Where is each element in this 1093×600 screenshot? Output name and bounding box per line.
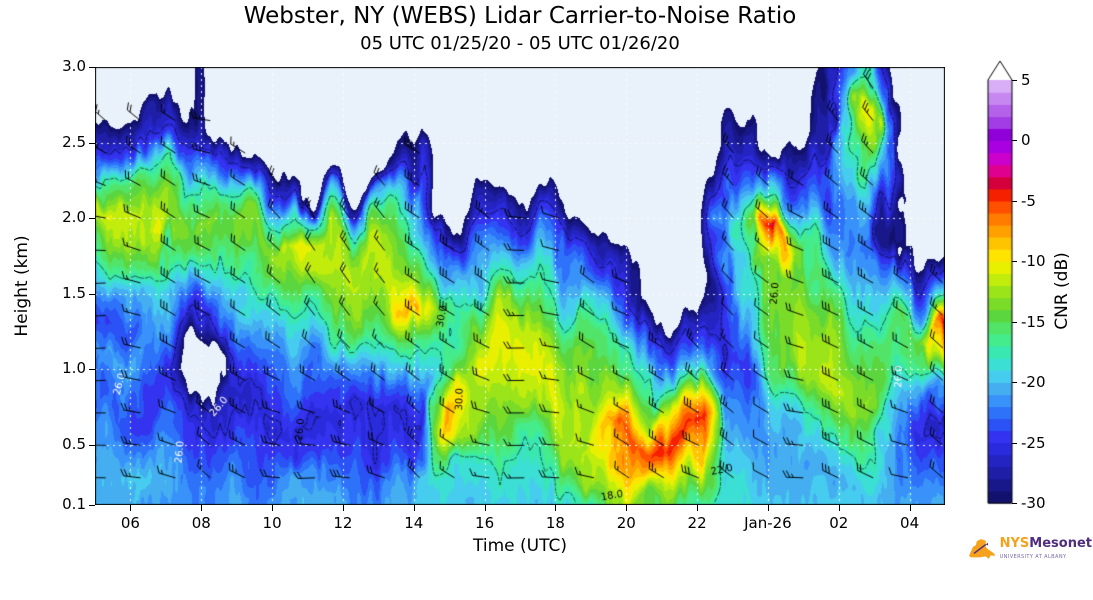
colorbar-tick-label: -30 bbox=[1021, 494, 1046, 512]
x-tick-mark bbox=[342, 505, 344, 511]
logo-name-part1: NYS bbox=[999, 535, 1030, 551]
y-tick-mark bbox=[89, 67, 95, 68]
x-tick-mark bbox=[767, 505, 769, 511]
colorbar-tick-mark bbox=[1012, 140, 1017, 142]
colorbar-tick-mark bbox=[1012, 261, 1017, 263]
x-tick-label: 16 bbox=[475, 514, 495, 532]
y-tick-label: 1.5 bbox=[62, 283, 86, 302]
colorbar-tick-label: -10 bbox=[1021, 252, 1046, 271]
chart-title: Webster, NY (WEBS) Lidar Carrier-to-Nois… bbox=[243, 3, 797, 29]
y-tick-mark bbox=[89, 444, 95, 446]
x-tick-label: 04 bbox=[900, 514, 920, 532]
colorbar-tick-label: -25 bbox=[1021, 433, 1046, 452]
y-tick-mark bbox=[89, 505, 95, 506]
y-axis-label: Height (km) bbox=[12, 235, 32, 337]
y-tick-label: 2.5 bbox=[62, 132, 86, 151]
x-tick-label: Jan-26 bbox=[744, 514, 792, 532]
colorbar-tick-label: -20 bbox=[1021, 373, 1046, 392]
colorbar-tick-mark bbox=[1012, 321, 1017, 323]
x-tick-mark bbox=[838, 505, 840, 511]
y-tick-label: 1.0 bbox=[62, 359, 86, 378]
y-tick-label: 0.5 bbox=[62, 434, 86, 453]
logo-text: NYSMesonet UNIVERSITY AT ALBANY bbox=[1000, 537, 1092, 564]
y-tick-label: 3.0 bbox=[62, 57, 86, 75]
x-tick-mark bbox=[697, 505, 699, 511]
chart-subtitle: 05 UTC 01/25/20 - 05 UTC 01/26/20 bbox=[360, 33, 680, 54]
colorbar-tick-label: -15 bbox=[1021, 312, 1046, 331]
x-tick-label: 06 bbox=[120, 514, 140, 532]
x-tick-label: 12 bbox=[333, 514, 353, 532]
colorbar-label: CNR (dB) bbox=[1052, 252, 1072, 330]
y-tick-mark bbox=[89, 142, 95, 144]
x-tick-mark bbox=[130, 505, 132, 511]
colorbar-tick-mark bbox=[1012, 503, 1017, 504]
logo-name-part2: Mesonet bbox=[1029, 535, 1092, 551]
x-tick-label: 02 bbox=[829, 514, 849, 532]
colorbar-tick-mark bbox=[1012, 80, 1017, 81]
x-tick-mark bbox=[201, 505, 203, 511]
colorbar-tick-label: -5 bbox=[1021, 191, 1036, 210]
logo-tagline: UNIVERSITY AT ALBANY bbox=[999, 553, 1067, 560]
colorbar-tick-label: 0 bbox=[1021, 131, 1031, 150]
ny-state-icon bbox=[968, 539, 996, 559]
colorbar-tick-mark bbox=[1012, 200, 1017, 202]
colorbar-tick-mark bbox=[1012, 382, 1017, 384]
x-tick-label: 20 bbox=[616, 514, 636, 532]
x-tick-mark bbox=[555, 505, 557, 511]
cnr-heatmap-plot bbox=[95, 67, 945, 505]
nys-mesonet-logo: NYSMesonet UNIVERSITY AT ALBANY bbox=[966, 514, 1092, 586]
x-tick-label: 18 bbox=[545, 514, 565, 532]
x-tick-label: 08 bbox=[191, 514, 211, 532]
x-axis-label: Time (UTC) bbox=[473, 536, 567, 556]
y-tick-mark bbox=[89, 369, 95, 371]
x-tick-label: 22 bbox=[687, 514, 707, 532]
x-tick-label: 10 bbox=[262, 514, 282, 532]
x-tick-label: 14 bbox=[404, 514, 424, 532]
colorbar bbox=[986, 58, 1016, 508]
y-tick-label: 0.1 bbox=[62, 495, 86, 513]
y-tick-mark bbox=[89, 218, 95, 220]
colorbar-tick-mark bbox=[1012, 442, 1017, 444]
x-tick-mark bbox=[909, 505, 911, 511]
y-tick-label: 2.0 bbox=[62, 208, 86, 227]
colorbar-tick-label: 5 bbox=[1021, 71, 1031, 89]
x-tick-mark bbox=[272, 505, 274, 511]
x-tick-mark bbox=[484, 505, 486, 511]
y-tick-mark bbox=[89, 293, 95, 295]
x-tick-mark bbox=[413, 505, 415, 511]
x-tick-mark bbox=[626, 505, 628, 511]
